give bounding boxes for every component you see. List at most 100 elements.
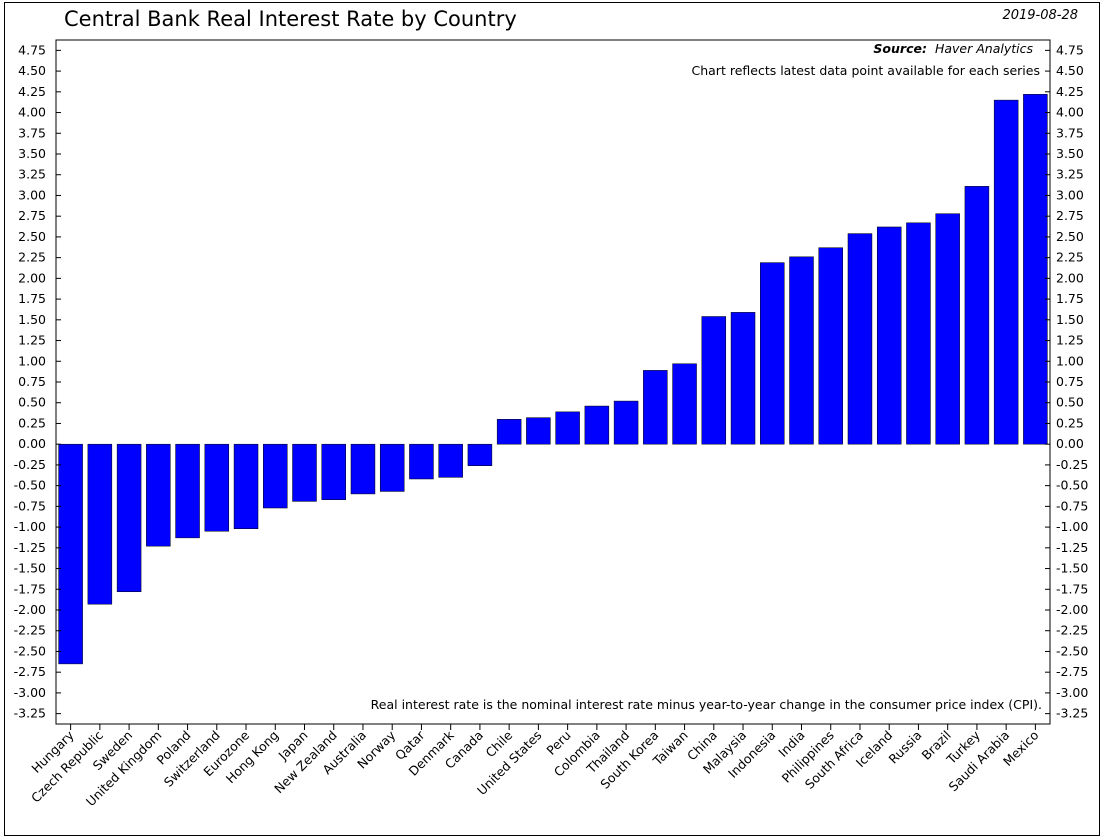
bar-denmark: [438, 443, 463, 478]
chart-title: Central Bank Real Interest Rate by Count…: [64, 7, 517, 31]
bar-thailand: [613, 400, 639, 445]
bar-united-kingdom: [146, 443, 171, 547]
y-tick-label-right: 0.50: [1056, 395, 1084, 410]
y-tick-label-right: -2.25: [1056, 623, 1088, 638]
bar-chile: [496, 419, 522, 445]
y-tick-label-right: 0.75: [1056, 374, 1084, 389]
y-tick-label-left: 3.25: [18, 167, 46, 182]
y-tick-label-left: -3.25: [14, 706, 46, 721]
series-note: Chart reflects latest data point availab…: [692, 63, 1041, 78]
y-tick-label-left: 2.50: [18, 229, 46, 244]
y-tick-label-left: 3.00: [18, 187, 46, 202]
bar-sweden: [116, 443, 142, 593]
y-tick-label-right: 4.75: [1056, 42, 1084, 57]
y-tick-label-left: 3.50: [18, 146, 46, 161]
y-tick-label-right: -0.25: [1056, 457, 1088, 472]
bar-china: [701, 316, 727, 445]
bar-saudi-arabia: [993, 99, 1019, 445]
y-tick-label-left: 1.50: [18, 312, 46, 327]
y-tick-label-left: -2.00: [14, 602, 46, 617]
chart-frame: [4, 2, 1100, 836]
bar-malaysia: [730, 312, 756, 445]
y-tick-label-left: 4.75: [18, 42, 46, 57]
bar-switzerland: [204, 443, 230, 532]
y-tick-label-right: 1.50: [1056, 312, 1084, 327]
bar-new-zealand: [321, 443, 346, 500]
y-tick-label-right: 4.25: [1056, 84, 1084, 99]
source-label: Source:: [873, 41, 927, 56]
y-tick-label-right: 2.00: [1056, 270, 1084, 285]
bar-iceland: [876, 226, 902, 445]
y-tick-label-left: 4.25: [18, 84, 46, 99]
y-tick-label-left: -1.00: [14, 519, 46, 534]
y-tick-label-right: 3.50: [1056, 146, 1084, 161]
y-tick-label-right: 1.00: [1056, 353, 1084, 368]
y-tick-label-left: -0.25: [14, 457, 46, 472]
bar-hong-kong: [263, 443, 288, 509]
bar-taiwan: [672, 363, 697, 445]
y-tick-label-left: -1.75: [14, 581, 46, 596]
y-tick-label-right: 0.25: [1056, 415, 1084, 430]
chart-notes: Source: Haver Analytics Chart reflects la…: [371, 41, 1042, 712]
bar-south-africa: [847, 233, 873, 445]
y-tick-label-right: 1.25: [1056, 333, 1084, 348]
y-tick-label-left: -2.75: [14, 664, 46, 679]
bar-colombia: [584, 405, 610, 445]
y-tick-label-right: -1.25: [1056, 540, 1088, 555]
source-value: Haver Analytics: [935, 41, 1034, 56]
y-tick-label-right: 3.25: [1056, 167, 1084, 182]
y-tick-label-left: 2.75: [18, 208, 46, 223]
bar-peru: [555, 411, 580, 445]
y-tick-label-left: 0.25: [18, 415, 46, 430]
y-tick-label-right: -3.25: [1056, 706, 1088, 721]
bar-mexico: [1023, 94, 1048, 445]
y-tick-label-left: 0.50: [18, 395, 46, 410]
y-tick-label-left: 4.50: [18, 63, 46, 78]
y-tick-label-right: -0.50: [1056, 478, 1088, 493]
y-tick-label-right: -3.00: [1056, 685, 1088, 700]
bar-brazil: [935, 213, 960, 445]
plot-area: [58, 94, 1048, 665]
bar-south-korea: [643, 370, 668, 445]
bar-russia: [906, 222, 931, 445]
y-tick-label-left: -1.50: [14, 561, 46, 576]
chart-date: 2019-08-28: [1002, 8, 1078, 23]
y-tick-label-left: -3.00: [14, 685, 46, 700]
category-label: Russia: [886, 728, 925, 767]
bar-indonesia: [760, 262, 785, 445]
y-tick-label-left: -1.25: [14, 540, 46, 555]
bar-eurozone: [233, 443, 259, 529]
bar-united-states: [526, 417, 551, 445]
y-tick-label-right: 1.75: [1056, 291, 1084, 306]
y-tick-label-right: -1.50: [1056, 561, 1088, 576]
bar-india: [789, 256, 814, 445]
y-tick-label-left: 2.25: [18, 250, 46, 265]
y-tick-label-left: 3.75: [18, 125, 46, 140]
y-tick-label-right: 3.00: [1056, 187, 1084, 202]
y-tick-label-right: 2.75: [1056, 208, 1084, 223]
bar-poland: [175, 443, 200, 539]
y-tick-label-right: 3.75: [1056, 125, 1084, 140]
bar-australia: [350, 443, 376, 495]
y-tick-label-right: 2.25: [1056, 250, 1084, 265]
axes: 4.75 4.75 4.50 4.50 4.25 4.25 4.00 4.00 3.75 3.75…: [14, 39, 1088, 730]
bar-turkey: [964, 186, 990, 445]
y-tick-label-right: -1.00: [1056, 519, 1088, 534]
bar-philippines: [818, 247, 843, 445]
y-tick-label-left: 0.00: [18, 436, 46, 451]
y-tick-label-right: -2.00: [1056, 602, 1088, 617]
y-tick-label-left: -0.50: [14, 478, 46, 493]
y-tick-label-left: -0.75: [14, 498, 46, 513]
y-tick-label-left: 2.00: [18, 270, 46, 285]
definition-note: Real interest rate is the nominal intere…: [371, 697, 1042, 712]
y-tick-label-left: 4.00: [18, 105, 46, 120]
y-tick-label-right: -2.75: [1056, 664, 1088, 679]
y-tick-label-left: -2.50: [14, 643, 46, 658]
source-note: Source: Haver Analytics: [873, 41, 1033, 56]
y-tick-label-left: 1.00: [18, 353, 46, 368]
y-tick-label-left: -2.25: [14, 623, 46, 638]
y-tick-label-right: -1.75: [1056, 581, 1088, 596]
y-tick-label-right: 4.00: [1056, 105, 1084, 120]
